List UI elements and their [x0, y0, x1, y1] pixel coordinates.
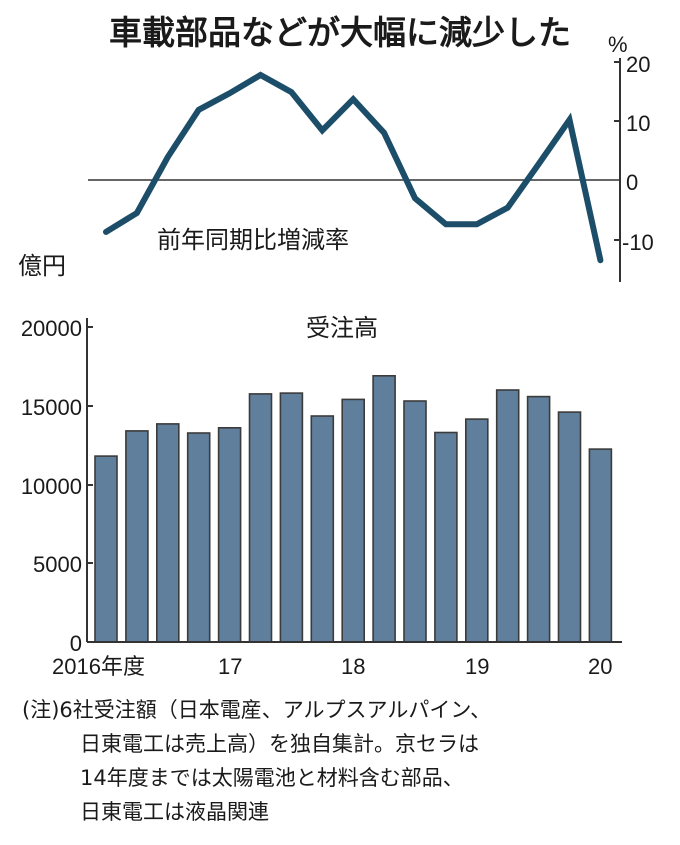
bar [186, 432, 211, 643]
footnote-line-4: 日東電工は液晶関連 [80, 800, 269, 824]
xtick-18: 18 [341, 654, 365, 679]
bar-y-ticks: 20000 15000 10000 5000 0 [21, 316, 93, 656]
bar-ytick-10000: 10000 [21, 474, 82, 499]
bar [464, 418, 489, 643]
bar [341, 398, 366, 643]
chart-title: 車載部品などが大幅に減少した [109, 13, 571, 52]
line-unit-label: % [608, 32, 628, 57]
bar-series-label: 受注高 [306, 314, 378, 342]
line-y-ticks: 20 10 0 -10 [614, 52, 654, 255]
bar [588, 448, 613, 643]
bar-unit-label: 億円 [18, 252, 66, 280]
footnote-line-1: (注)6社受注額（日本電産、アルプスアルパイン、 [22, 698, 492, 722]
xtick-17: 17 [218, 654, 242, 679]
bar-x-ticks: 2016年度 17 18 19 20 [52, 654, 612, 679]
bar [310, 415, 335, 643]
line-ytick-0: 0 [626, 170, 638, 195]
footnote: (注)6社受注額（日本電産、アルプスアルパイン、 日東電工は売上高）を独自集計。… [22, 693, 672, 829]
bar [279, 392, 304, 643]
bar-ytick-20000: 20000 [21, 316, 82, 341]
bar [434, 431, 458, 643]
bar-ytick-15000: 15000 [21, 395, 82, 420]
bar [125, 430, 149, 643]
bar [156, 423, 180, 643]
line-chart: % 20 10 0 -10 前年同期比増減率 [88, 32, 654, 282]
yoy-change-line [103, 71, 604, 264]
line-ytick-neg10: -10 [622, 230, 654, 255]
bar [557, 411, 582, 643]
bar [94, 455, 118, 643]
xtick-19: 19 [465, 654, 489, 679]
bar [495, 389, 520, 643]
xtick-2016: 2016年度 [52, 654, 145, 679]
chart-canvas: % 20 10 0 -10 前年同期比増減率 億円 受注高 20000 1500… [18, 32, 654, 679]
footnote-line-3: 14年度までは太陽電池と材料含む部品、 [80, 766, 464, 790]
bar [372, 374, 396, 643]
bar [217, 426, 242, 643]
line-ytick-10: 10 [626, 111, 650, 136]
bar [526, 395, 551, 643]
xtick-20: 20 [588, 654, 612, 679]
bar [248, 393, 273, 643]
bar-chart: 億円 受注高 20000 15000 10000 5000 0 2016年度 1… [18, 252, 622, 679]
bar-series [94, 374, 613, 643]
bar-ytick-0: 0 [70, 631, 82, 656]
bar-ytick-5000: 5000 [33, 552, 82, 577]
line-ytick-20: 20 [626, 52, 650, 77]
bar [403, 400, 427, 643]
footnote-line-2: 日東電工は売上高）を独自集計。京セラは [80, 732, 479, 756]
yoy-series-label: 前年同期比増減率 [157, 226, 349, 254]
